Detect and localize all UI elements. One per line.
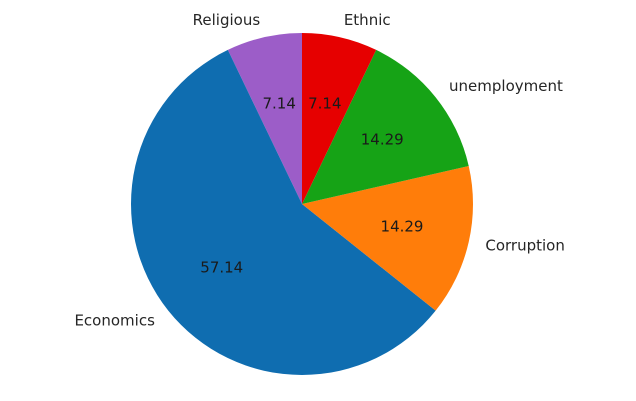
pie-labels: Religious 7.14 Economics 57.14 Corruption 14.…: [74, 11, 564, 330]
pie-slice-unemployment: [302, 49, 469, 204]
pie-slice-economics: [131, 49, 436, 375]
pie-slice-corruption: [302, 165, 473, 311]
slice-label-corruption: Corruption: [485, 236, 564, 254]
slice-value-unemployment: 14.29: [361, 131, 404, 149]
pie-slice-religious: [227, 33, 302, 204]
slice-value-economics: 57.14: [200, 258, 243, 276]
slice-label-religious: Religious: [193, 11, 261, 29]
slice-label-ethnic: Ethnic: [344, 11, 391, 29]
slice-label-unemployment: unemployment: [449, 77, 563, 95]
slice-value-corruption: 14.29: [381, 217, 424, 235]
slice-value-ethnic: 7.14: [308, 94, 341, 112]
slice-value-religious: 7.14: [262, 94, 295, 112]
slice-label-economics: Economics: [74, 312, 155, 330]
pie-slice-ethnic: [302, 33, 377, 204]
pie-slices: [131, 33, 473, 375]
